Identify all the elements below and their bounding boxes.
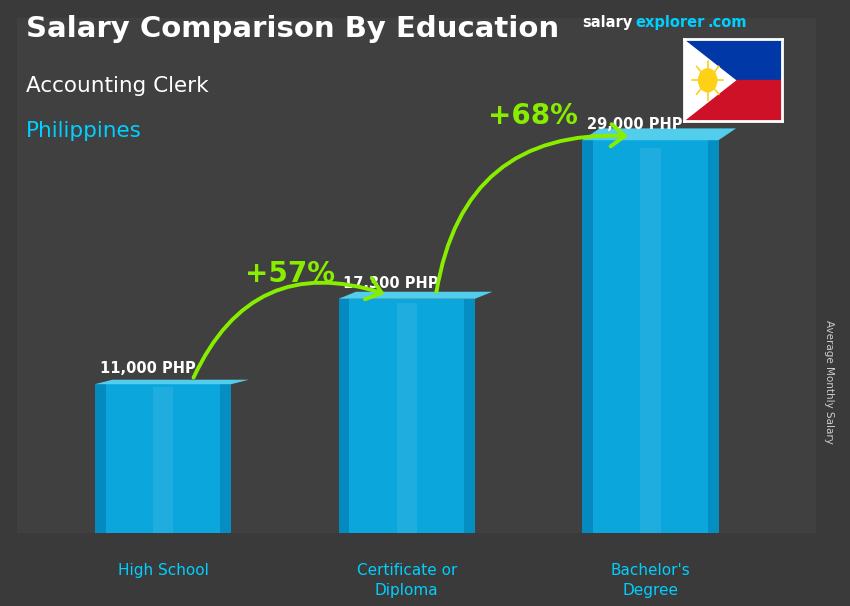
FancyBboxPatch shape: [708, 140, 718, 533]
FancyBboxPatch shape: [95, 384, 231, 533]
FancyBboxPatch shape: [338, 299, 349, 533]
Text: 29,000 PHP: 29,000 PHP: [587, 117, 683, 132]
FancyArrowPatch shape: [436, 124, 625, 292]
FancyBboxPatch shape: [582, 140, 718, 533]
Text: explorer: explorer: [636, 15, 705, 30]
Text: Salary Comparison By Education: Salary Comparison By Education: [26, 15, 558, 43]
Text: .com: .com: [707, 15, 746, 30]
Text: +57%: +57%: [245, 261, 335, 288]
Text: Certificate or
Diploma: Certificate or Diploma: [356, 563, 457, 598]
FancyBboxPatch shape: [338, 299, 475, 533]
FancyBboxPatch shape: [95, 384, 106, 533]
Polygon shape: [338, 291, 492, 299]
FancyBboxPatch shape: [153, 387, 173, 533]
FancyBboxPatch shape: [464, 299, 475, 533]
FancyBboxPatch shape: [640, 148, 660, 533]
Text: Bachelor's
Degree: Bachelor's Degree: [610, 563, 690, 598]
Text: Philippines: Philippines: [26, 121, 141, 141]
FancyBboxPatch shape: [396, 304, 417, 533]
Bar: [684, 80, 782, 121]
Text: High School: High School: [117, 563, 208, 578]
Text: 17,300 PHP: 17,300 PHP: [343, 276, 439, 291]
Text: Accounting Clerk: Accounting Clerk: [26, 76, 208, 96]
Text: Average Monthly Salary: Average Monthly Salary: [824, 320, 834, 444]
Polygon shape: [582, 128, 736, 140]
FancyArrowPatch shape: [194, 278, 382, 378]
Polygon shape: [684, 39, 736, 121]
Text: 11,000 PHP: 11,000 PHP: [99, 361, 196, 376]
Text: salary: salary: [582, 15, 632, 30]
Bar: [684, 39, 782, 80]
Circle shape: [699, 69, 717, 92]
FancyBboxPatch shape: [220, 384, 231, 533]
FancyBboxPatch shape: [582, 140, 593, 533]
Text: +68%: +68%: [489, 102, 578, 130]
Polygon shape: [95, 380, 249, 384]
